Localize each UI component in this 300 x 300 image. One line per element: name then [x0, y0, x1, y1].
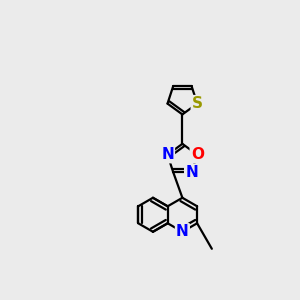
Text: N: N	[161, 147, 174, 162]
Text: N: N	[176, 224, 189, 239]
Text: O: O	[191, 147, 204, 162]
Text: N: N	[185, 165, 198, 180]
Text: S: S	[192, 96, 203, 111]
